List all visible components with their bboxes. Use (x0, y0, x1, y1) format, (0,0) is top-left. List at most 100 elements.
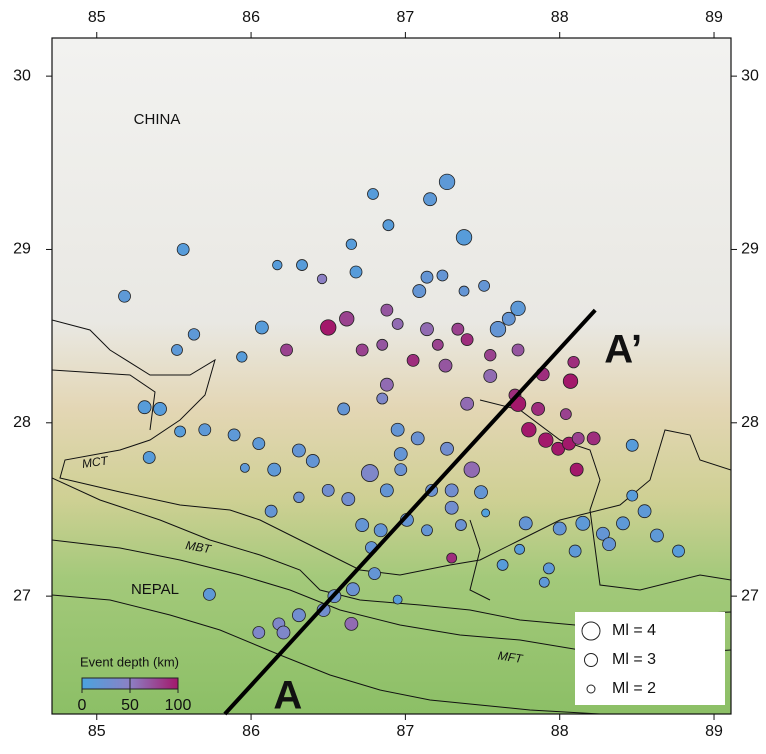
y-tick-label: 29 (741, 241, 759, 258)
event (543, 563, 554, 574)
event (490, 321, 506, 337)
event (393, 595, 402, 604)
event (515, 544, 525, 554)
place-label: CHINA (134, 111, 181, 128)
event (461, 397, 474, 410)
colorbar-title: Event depth (km) (80, 654, 179, 669)
x-tick-label: 89 (705, 9, 723, 26)
event (563, 374, 578, 389)
event (391, 423, 404, 436)
event (380, 378, 393, 391)
event (294, 492, 305, 503)
event (452, 323, 464, 335)
event (356, 344, 368, 356)
event (485, 349, 497, 361)
event (512, 344, 524, 356)
x-tick-label: 87 (396, 9, 414, 26)
event (119, 290, 131, 302)
event (421, 525, 432, 536)
event (381, 304, 393, 316)
event (456, 230, 472, 246)
event (255, 321, 268, 334)
event (424, 193, 437, 206)
colorbar-tick-label: 50 (121, 697, 139, 714)
event (568, 356, 580, 368)
event (177, 243, 189, 255)
event (539, 433, 554, 448)
event (553, 522, 566, 535)
legend-label: Ml = 3 (612, 651, 656, 668)
x-tick-label: 87 (396, 723, 414, 740)
event (479, 280, 490, 291)
event (143, 451, 155, 463)
event (627, 490, 638, 501)
event (394, 448, 407, 461)
event (265, 505, 277, 517)
event (560, 409, 571, 420)
y-tick-label: 30 (13, 67, 31, 84)
event (626, 439, 638, 451)
event (374, 524, 387, 537)
event (603, 538, 616, 551)
event (377, 393, 388, 404)
event (497, 559, 508, 570)
event (367, 189, 378, 200)
event (464, 462, 480, 478)
colorbar-tick-label: 0 (78, 697, 87, 714)
legend-marker (585, 654, 598, 667)
event (171, 345, 182, 356)
event (277, 626, 290, 639)
y-tick-label: 28 (13, 414, 31, 431)
event (237, 352, 248, 363)
event (361, 465, 378, 482)
event (253, 627, 265, 639)
event (203, 588, 215, 600)
event (317, 274, 327, 284)
event (395, 464, 407, 476)
event (292, 444, 305, 457)
event (421, 271, 433, 283)
x-tick-label: 86 (242, 723, 260, 740)
event (437, 270, 448, 281)
legend-marker (587, 685, 595, 693)
event (461, 334, 473, 346)
event (445, 484, 458, 497)
event (154, 402, 167, 415)
event (228, 429, 240, 441)
event (268, 463, 281, 476)
event (522, 422, 537, 437)
y-tick-label: 28 (741, 414, 759, 431)
event (484, 370, 497, 383)
event (441, 442, 454, 455)
event (322, 484, 334, 496)
event (587, 432, 600, 445)
event (569, 545, 581, 557)
event (392, 319, 403, 330)
event (175, 426, 186, 437)
legend-label: Ml = 2 (612, 680, 656, 697)
event (138, 401, 151, 414)
event (519, 517, 532, 530)
legend-label: Ml = 4 (612, 622, 656, 639)
x-tick-label: 85 (88, 9, 106, 26)
event (342, 493, 355, 506)
x-tick-label: 85 (88, 723, 106, 740)
event (188, 329, 200, 341)
event (339, 312, 354, 327)
profile-label: A (273, 674, 302, 718)
event (273, 260, 283, 270)
event (383, 220, 394, 231)
event (532, 402, 545, 415)
event (306, 454, 319, 467)
event (673, 545, 685, 557)
event (455, 520, 466, 531)
map: CHINA NEPAL MCT MBT MFT 8585868687878888… (0, 0, 766, 749)
y-tick-label: 29 (13, 241, 31, 258)
event (439, 174, 455, 190)
event (296, 260, 307, 271)
event (447, 553, 457, 563)
event (292, 609, 305, 622)
event (350, 266, 362, 278)
event (199, 424, 211, 436)
event (576, 516, 590, 530)
